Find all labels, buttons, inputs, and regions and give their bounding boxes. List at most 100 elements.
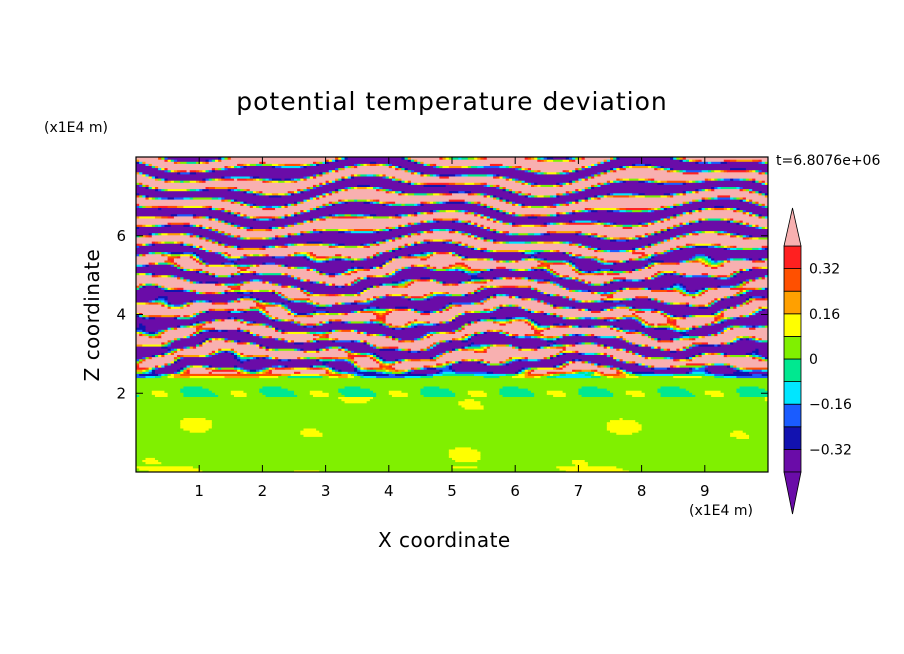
contour-cell: [344, 257, 349, 261]
contour-cell: [414, 241, 418, 244]
contour-cell: [445, 268, 450, 271]
contour-cell: [322, 270, 346, 274]
contour-cell: [410, 222, 415, 225]
contour-cell: [613, 335, 617, 339]
contour-cell: [278, 215, 282, 219]
contour-cell: [524, 375, 535, 379]
contour-cell: [685, 329, 690, 332]
contour-cell: [202, 322, 207, 326]
contour-cell: [202, 299, 207, 303]
contour-cell: [502, 259, 507, 263]
contour-cell: [148, 264, 172, 267]
contour-cell: [433, 220, 437, 223]
contour-cell: [584, 207, 589, 211]
contour-cell: [294, 371, 301, 374]
contour-cell: [499, 293, 504, 297]
contour-cell: [752, 350, 760, 353]
contour-cell: [733, 257, 744, 261]
contour-cell: [534, 369, 573, 372]
contour-cell: [657, 337, 662, 341]
contour-cell: [606, 316, 614, 320]
contour-cell: [189, 322, 194, 326]
contour-cell: [666, 312, 671, 316]
contour-cell: [489, 278, 494, 282]
contour-cell: [670, 285, 674, 288]
contour-cell: [192, 224, 197, 227]
contour-cell: [546, 270, 551, 274]
contour-cell: [568, 297, 573, 301]
contour-cell: [328, 255, 333, 259]
contour-cell: [594, 272, 598, 276]
contour-cell: [240, 318, 245, 322]
contour-cell: [470, 220, 494, 223]
contour-cell: [410, 243, 415, 246]
contour-cell: [483, 270, 548, 274]
contour-cell: [309, 278, 355, 282]
contour-cell: [319, 293, 327, 297]
contour-cell: [632, 341, 636, 345]
contour-cell: [701, 325, 728, 328]
contour-cell: [524, 320, 529, 324]
contour-cell: [505, 331, 510, 334]
contour-cell: [594, 291, 598, 295]
contour-cell: [388, 362, 393, 366]
contour-cell: [692, 257, 696, 261]
contour-cell: [145, 327, 169, 330]
contour-cell: [625, 314, 636, 318]
contour-cell: [395, 362, 437, 366]
contour-cell: [603, 272, 608, 276]
contour-cell: [625, 238, 630, 242]
contour-cell: [496, 308, 526, 311]
contour-cell: [581, 255, 586, 259]
contour-cell: [395, 285, 399, 288]
contour-cell: [591, 333, 595, 337]
contour-cell: [676, 236, 681, 240]
contour-cell: [474, 301, 478, 305]
contour-cell: [635, 306, 700, 309]
contour-cell: [486, 371, 494, 374]
contour-cell: [167, 341, 172, 345]
contour-cell: [429, 268, 434, 271]
contour-cell: [199, 280, 203, 284]
contour-cell: [309, 392, 330, 395]
contour-cell: [177, 255, 181, 259]
contour-cell: [448, 364, 453, 368]
contour-cell: [335, 257, 342, 261]
contour-cell: [461, 266, 466, 269]
contour-cell: [537, 257, 542, 261]
contour-cell: [309, 280, 314, 284]
contour-cell: [344, 272, 349, 276]
contour-cell: [202, 224, 232, 227]
contour-cell: [199, 299, 203, 303]
contour-cell: [591, 362, 595, 366]
contour-cell: [196, 257, 200, 261]
contour-cell: [651, 274, 655, 278]
contour-cell: [553, 293, 557, 297]
contour-cell: [221, 241, 308, 244]
contour-cell: [736, 369, 741, 372]
contour-cell: [281, 385, 346, 389]
contour-cell: [553, 367, 557, 370]
contour-cell: [170, 350, 175, 353]
contour-cell: [749, 327, 756, 330]
contour-cell: [429, 264, 450, 267]
contour-cell: [136, 459, 143, 463]
contour-cell: [287, 312, 292, 316]
contour-cell: [679, 364, 703, 368]
contour-cell: [733, 207, 737, 211]
contour-cell: [572, 276, 576, 280]
contour-cell: [701, 335, 706, 339]
contour-cell: [275, 245, 279, 248]
contour-cell: [347, 354, 368, 358]
contour-cell: [262, 272, 282, 276]
contour-cell: [237, 364, 273, 368]
contour-cell: [281, 245, 286, 248]
contour-cell: [480, 224, 485, 227]
contour-cell: [452, 348, 456, 351]
contour-cell: [568, 289, 573, 292]
contour-cell: [562, 348, 567, 351]
contour-cell: [230, 222, 235, 225]
contour-cell: [426, 211, 431, 215]
contour-cell: [591, 325, 595, 328]
